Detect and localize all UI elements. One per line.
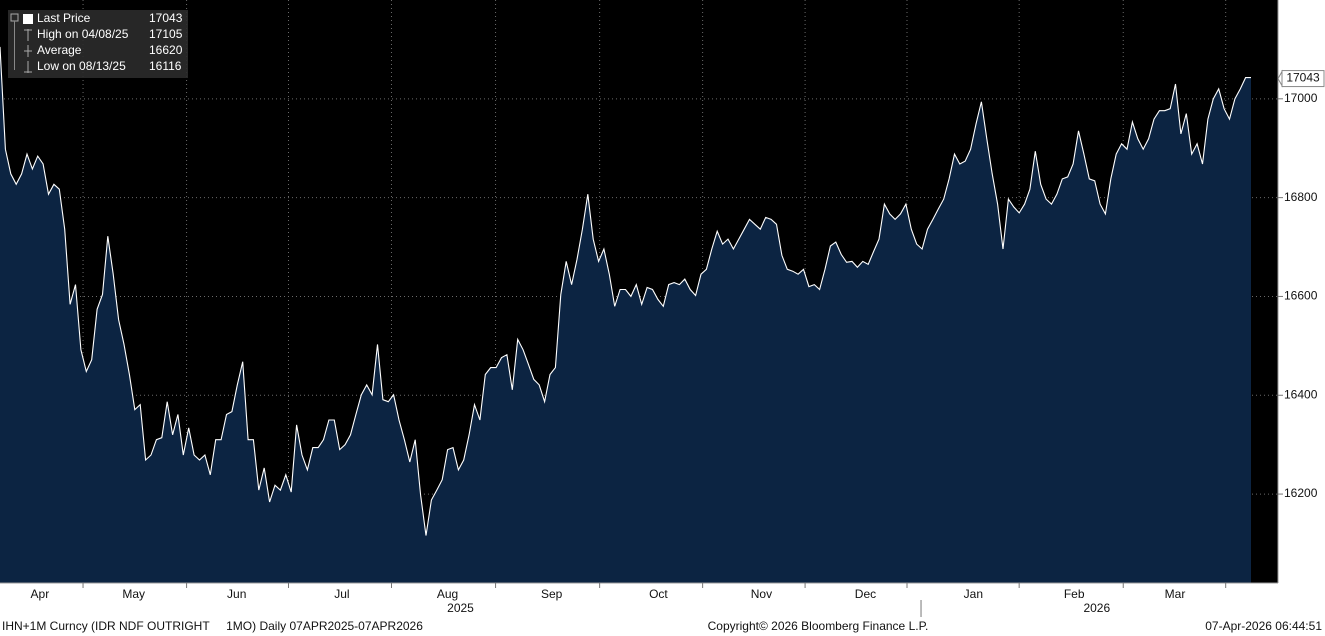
legend-label: Low on 08/13/25 xyxy=(37,59,126,73)
footer-center: Copyright© 2026 Bloomberg Finance L.P. xyxy=(708,619,929,633)
x-tick-label: Jul xyxy=(334,587,349,601)
footer-right: 07-Apr-2026 06:44:51 xyxy=(1205,619,1322,633)
y-tick-label: 16400 xyxy=(1284,387,1318,401)
x-tick-label: Jan xyxy=(964,587,983,601)
last-price-pointer xyxy=(1277,69,1283,88)
x-tick-label: Dec xyxy=(855,587,876,601)
legend-value: 16620 xyxy=(149,43,183,57)
legend-label: Average xyxy=(37,43,82,57)
legend-box xyxy=(8,10,188,78)
legend-value: 17105 xyxy=(149,27,183,41)
x-tick-label: May xyxy=(122,587,145,601)
x-tick-label: Oct xyxy=(649,587,668,601)
legend-value: 17043 xyxy=(149,11,183,25)
x-tick-label: Sep xyxy=(541,587,563,601)
last-price-label: 17043 xyxy=(1286,71,1320,85)
x-tick-label: Aug xyxy=(437,587,458,601)
year-label: 2025 xyxy=(447,601,474,615)
line xyxy=(0,46,1251,536)
x-tick-label: Nov xyxy=(751,587,772,601)
legend-swatch xyxy=(23,14,33,24)
y-tick-label: 16800 xyxy=(1284,190,1318,204)
x-tick-label: Apr xyxy=(31,587,50,601)
last-price-tag xyxy=(1281,70,1325,88)
legend-value: 16116 xyxy=(149,59,182,73)
year-label: 2026 xyxy=(1083,601,1110,615)
y-tick-label: 16200 xyxy=(1284,486,1318,500)
x-tick-label: Feb xyxy=(1064,587,1085,601)
x-tick-label: Mar xyxy=(1165,587,1186,601)
legend-label: Last Price xyxy=(37,11,91,25)
y-tick-label: 17000 xyxy=(1284,91,1318,105)
x-tick-label: Jun xyxy=(227,587,246,601)
y-tick-label: 16600 xyxy=(1284,289,1318,303)
legend-label: High on 04/08/25 xyxy=(37,27,129,41)
footer-left: IHN+1M Curncy (IDR NDF OUTRIGHT 1MO) Dai… xyxy=(2,619,423,633)
